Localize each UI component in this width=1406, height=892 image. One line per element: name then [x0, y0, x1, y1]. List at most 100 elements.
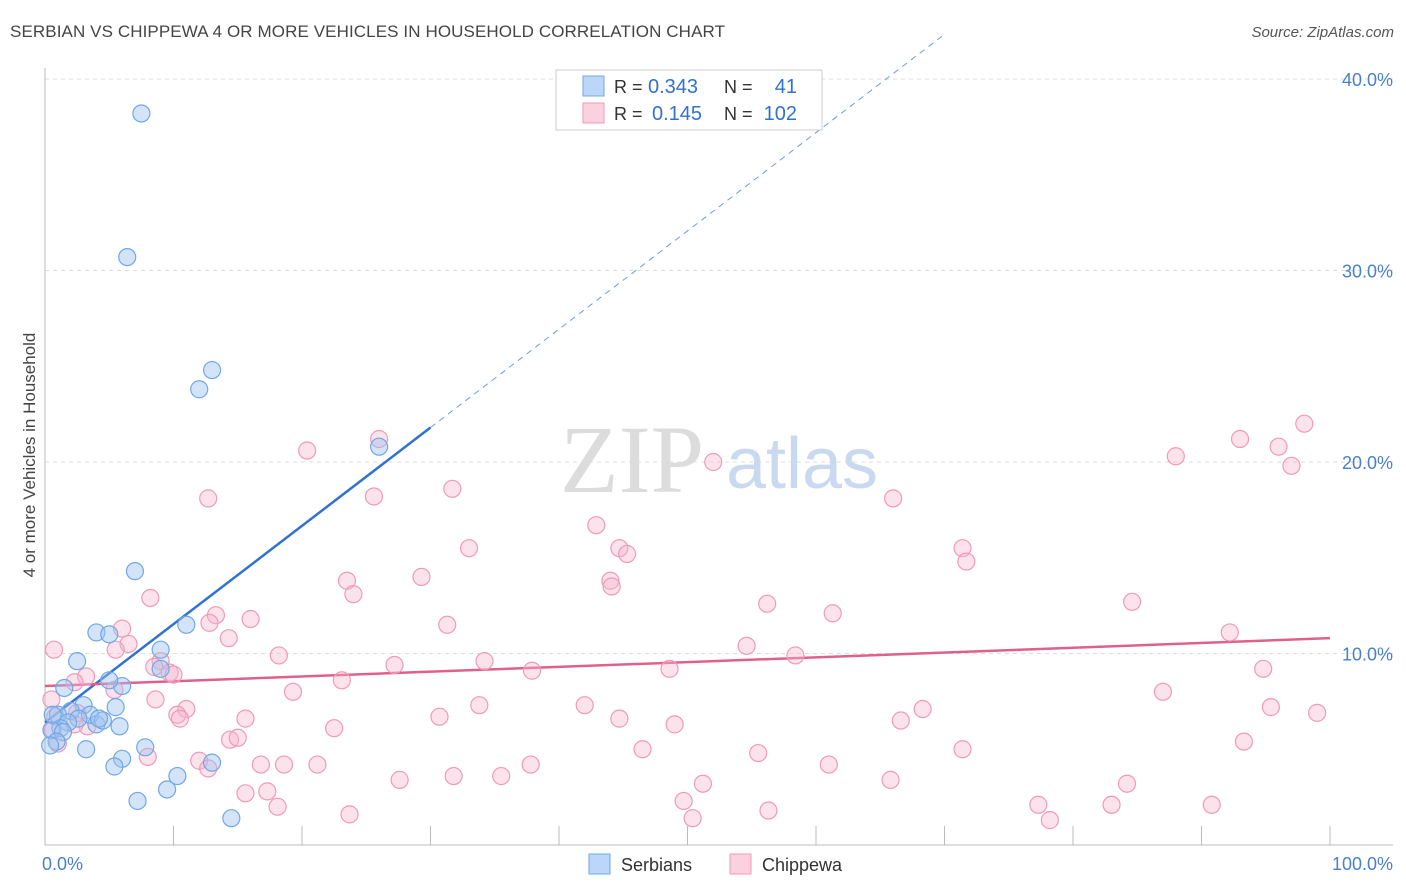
point-chippewa	[364, 487, 384, 506]
y-tick-label: 20.0%	[1342, 453, 1393, 473]
point-chippewa	[412, 567, 431, 587]
bottom-legend-chippewa: Chippewa	[762, 855, 843, 875]
x-tick-label: 100.0%	[1332, 854, 1393, 874]
point-chippewa	[881, 770, 900, 789]
point-chippewa	[883, 489, 903, 508]
point-serbians	[168, 766, 187, 786]
point-chippewa	[268, 797, 287, 816]
point-chippewa	[325, 719, 344, 738]
point-serbians	[89, 709, 109, 728]
point-chippewa	[470, 696, 489, 715]
point-serbians	[100, 625, 119, 644]
point-chippewa	[228, 728, 247, 747]
point-serbians	[132, 104, 151, 123]
point-serbians	[190, 380, 209, 399]
point-chippewa	[44, 640, 64, 659]
tick-labels: 10.0% 20.0% 30.0% 40.0% 0.0% 100.0%	[42, 70, 1393, 874]
point-chippewa	[1123, 592, 1142, 611]
point-chippewa	[1234, 732, 1254, 751]
bottom-legend-swatch-chippewa	[729, 853, 752, 875]
point-chippewa	[786, 646, 805, 665]
point-chippewa	[1202, 795, 1221, 814]
point-chippewa	[106, 640, 125, 659]
point-chippewa	[522, 661, 542, 680]
point-serbians	[68, 652, 87, 671]
point-serbians	[55, 678, 74, 698]
point-serbians	[151, 640, 170, 659]
trendline-chippewa	[44, 636, 1331, 688]
point-chippewa	[251, 755, 270, 774]
point-chippewa	[1040, 811, 1059, 830]
point-chippewa	[1166, 447, 1185, 466]
point-chippewa	[957, 552, 976, 571]
point-chippewa	[665, 715, 684, 734]
point-chippewa	[332, 671, 351, 690]
bottom-legend-serbians: Serbians	[621, 855, 692, 875]
point-chippewa	[737, 636, 756, 655]
legend-n-label: N =	[724, 77, 753, 97]
point-chippewa	[633, 740, 652, 759]
point-chippewa	[1220, 623, 1239, 642]
point-chippewa	[749, 743, 768, 763]
point-serbians	[177, 615, 196, 634]
point-chippewa	[660, 659, 679, 678]
point-chippewa	[370, 429, 389, 449]
bottom-legend-swatch-serbians	[588, 853, 611, 875]
point-chippewa	[344, 585, 363, 604]
point-chippewa	[1102, 795, 1121, 814]
point-chippewa	[385, 655, 404, 675]
point-chippewa	[430, 707, 449, 726]
point-chippewa	[683, 809, 702, 828]
point-chippewa	[274, 755, 294, 774]
point-chippewa	[177, 699, 196, 719]
point-chippewa	[575, 696, 594, 715]
legend-n-value: 41	[775, 76, 797, 98]
point-chippewa	[601, 571, 620, 590]
point-chippewa	[1117, 774, 1137, 793]
point-chippewa	[913, 699, 932, 719]
point-chippewa	[200, 613, 219, 632]
point-serbians	[112, 749, 132, 768]
trendline-extension-serbians	[430, 33, 945, 428]
point-serbians	[157, 780, 177, 799]
point-chippewa	[618, 544, 637, 564]
point-chippewa	[199, 489, 218, 508]
point-chippewa	[610, 709, 629, 728]
legend-r-value: 0.343	[648, 76, 698, 98]
gridlines	[45, 78, 1393, 654]
legend-r-value: 0.145	[652, 103, 702, 125]
point-chippewa	[953, 740, 972, 759]
point-chippewa	[521, 755, 540, 774]
point-chippewa	[77, 667, 96, 686]
point-chippewa	[241, 609, 260, 629]
point-serbians	[136, 738, 155, 757]
point-serbians	[222, 809, 241, 828]
point-serbians	[41, 736, 60, 755]
legend-swatch-serbians	[582, 75, 605, 97]
trendlines	[44, 33, 1331, 724]
watermark-atlas: atlas	[726, 424, 878, 504]
point-chippewa	[492, 766, 511, 786]
data-points	[41, 104, 1327, 830]
point-chippewa	[146, 690, 165, 709]
axes	[44, 68, 1393, 846]
point-chippewa	[602, 577, 621, 596]
point-serbians	[43, 705, 62, 724]
point-chippewa	[298, 441, 317, 460]
point-chippewa	[219, 629, 238, 648]
point-chippewa	[758, 594, 777, 613]
point-serbians	[106, 698, 125, 717]
trendline-serbians	[44, 426, 432, 724]
point-chippewa	[340, 805, 359, 824]
point-chippewa	[308, 755, 327, 774]
point-serbians	[110, 717, 129, 736]
point-serbians	[48, 705, 67, 724]
point-serbians	[151, 659, 170, 678]
point-chippewa	[759, 801, 778, 820]
point-chippewa	[953, 539, 972, 558]
point-chippewa	[42, 690, 61, 709]
point-chippewa	[1269, 437, 1288, 456]
legend-box: R = 0.343 N = 41 R = 0.145 N = 102	[555, 69, 823, 131]
chart-title: SERBIAN VS CHIPPEWA 4 OR MORE VEHICLES I…	[10, 22, 726, 41]
